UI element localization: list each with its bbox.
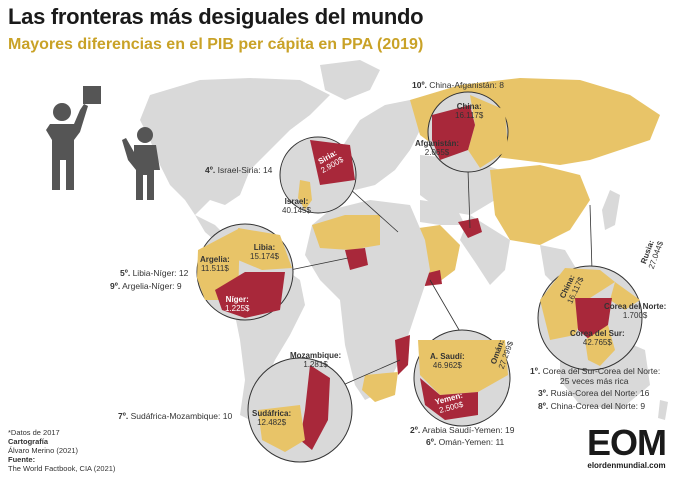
ranking-7: 7º. Sudáfrica-Mozambique: 10	[118, 411, 233, 421]
ranking-10: 10º. China-Afganistán: 8	[412, 80, 504, 90]
label-corea-sur: Corea del Sur: 42.765$	[570, 329, 625, 347]
footer-carto-author: Álvaro Merino (2021)	[8, 446, 79, 455]
mozambique-map	[395, 335, 410, 375]
north-africa-high	[312, 215, 380, 250]
ranking-5: 5º. Libia-Níger: 12	[120, 268, 189, 278]
eom-logo: EOM elordenmundial.com	[586, 422, 667, 471]
inset-libia-niger	[196, 223, 294, 321]
south-africa-map	[362, 372, 398, 402]
japan	[602, 190, 620, 230]
footer-carto-label: Cartografía	[8, 437, 49, 446]
label-afganistan: Afganistán: 2.065$	[415, 139, 459, 157]
page-title: Las fronteras más desiguales del mundo	[8, 4, 424, 29]
ranking-2: 2º. Arabia Saudí-Yemen: 19	[410, 425, 515, 435]
label-libia: Libia: 15.174$	[250, 243, 279, 261]
ranking-8: 8º. China-Corea del Norte: 9	[538, 401, 646, 411]
inset-sudafrica-mozambique	[247, 357, 353, 463]
label-sudafrica: Sudáfrica: 12.482$	[252, 409, 292, 427]
label-corea-norte: Corea del Norte: 1.700$	[604, 302, 667, 320]
north-america	[140, 78, 330, 215]
label-china-top: China: 16.117$	[455, 102, 484, 120]
footer-note: *Datos de 2017	[8, 428, 60, 437]
pictogram-people	[46, 86, 160, 200]
niger-map	[345, 248, 368, 270]
ranking-9: 9º. Argelia-Níger: 9	[110, 281, 182, 291]
ranking-1-value: 25 veces más rica	[560, 376, 629, 386]
connector-korea	[589, 204, 593, 271]
logo-url: elordenmundial.com	[587, 461, 666, 470]
label-argelia: Argelia: 11.511$	[200, 255, 230, 273]
label-israel: Israel: 40.145$	[282, 197, 311, 215]
new-zealand	[658, 400, 668, 420]
connector-afganistan	[467, 169, 471, 229]
connector-niger	[289, 257, 349, 271]
inset-china-afganistan	[427, 91, 509, 173]
inset-israel-siria	[279, 136, 357, 214]
inset-coreas	[537, 265, 643, 371]
iran-iraq	[420, 200, 465, 225]
label-mozambique: Mozambique: 1.281$	[290, 351, 342, 369]
ranking-1: 1º. Corea del Sur-Corea del Norte:	[530, 366, 661, 376]
europe	[340, 100, 430, 190]
label-niger: Níger: 1.225$	[225, 295, 250, 313]
ranking-3: 3º. Rusia-Corea del Norte: 16	[538, 388, 650, 398]
logo-text: EOM	[586, 422, 667, 463]
footer-source-label: Fuente:	[8, 455, 36, 464]
connector-yemen	[429, 279, 463, 336]
inset-saudi-yemen	[413, 329, 511, 427]
ranking-4: 4º. Israel-Siria: 14	[205, 165, 273, 175]
page-subtitle: Mayores diferencias en el PIB per cápita…	[8, 36, 424, 53]
greenland	[320, 60, 380, 100]
ranking-6: 6º. Omán-Yemen: 11	[426, 437, 505, 447]
footer-source: The World Factbook, CIA (2021)	[8, 464, 116, 473]
china	[490, 165, 590, 245]
label-saudi: A. Saudí: 46.962$	[430, 352, 465, 370]
